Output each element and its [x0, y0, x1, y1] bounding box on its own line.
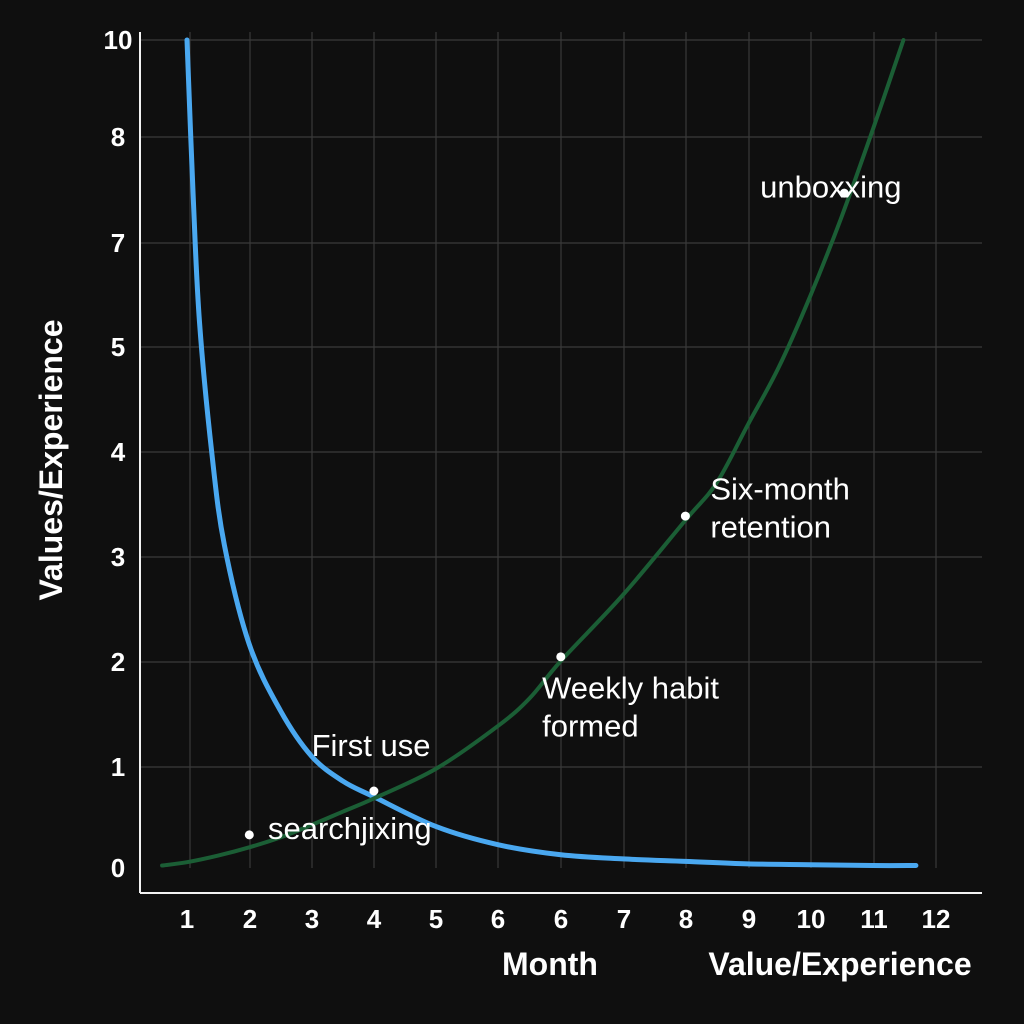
x-tick-label: 2 [243, 904, 257, 934]
x-tick-label: 9 [742, 904, 756, 934]
series-line-blue [184, 37, 919, 869]
x-tick-label: 11 [860, 904, 888, 934]
x-tick-labels: 1 2 3 4 5 6 6 7 8 9 10 11 12 [180, 904, 951, 934]
annotation-label: searchjixing [268, 811, 432, 846]
annotation-dot [369, 786, 379, 796]
annotation-label: formed [542, 708, 638, 743]
y-tick-label: 3 [111, 542, 125, 572]
y-tick-label: 8 [111, 122, 125, 152]
x-tick-label: 5 [429, 904, 443, 934]
y-tick-labels: 0 1 2 3 4 5 7 8 10 [104, 25, 133, 883]
series-line-green [160, 38, 906, 868]
annotation-label: First use [312, 728, 431, 763]
y-tick-label: 10 [104, 25, 133, 55]
x-tick-label: 1 [180, 904, 194, 934]
annotation-label: Six-month [710, 472, 850, 507]
x-tick-label: 7 [617, 904, 631, 934]
annotation-dot [244, 830, 254, 840]
annotation-label: retention [710, 510, 831, 545]
y-tick-label: 1 [111, 752, 125, 782]
x-tick-label: 12 [922, 904, 951, 934]
annotation-dot [680, 511, 690, 521]
x-tick-label: 8 [679, 904, 693, 934]
x-tick-label: 6 [491, 904, 505, 934]
y-tick-label: 5 [111, 332, 125, 362]
annotation-label: Weekly habit [542, 670, 719, 705]
x-tick-label: 10 [797, 904, 826, 934]
annotation-label: unboxxing [760, 169, 901, 204]
x-axis-title: Month [502, 946, 598, 982]
y-axis-title: Values/Experience [33, 319, 69, 600]
x-axis-secondary-title: Value/Experience [708, 946, 971, 982]
annotation-dot [556, 652, 566, 662]
annotation-dot [839, 188, 849, 198]
y-tick-label: 4 [111, 437, 126, 467]
grid [140, 32, 982, 868]
y-tick-label: 2 [111, 647, 125, 677]
axes [139, 32, 982, 894]
series [160, 37, 919, 869]
x-tick-label: 4 [367, 904, 382, 934]
x-tick-label: 6 [554, 904, 568, 934]
x-tick-label: 3 [305, 904, 319, 934]
y-tick-label: 7 [111, 228, 125, 258]
y-tick-label: 0 [111, 853, 125, 883]
